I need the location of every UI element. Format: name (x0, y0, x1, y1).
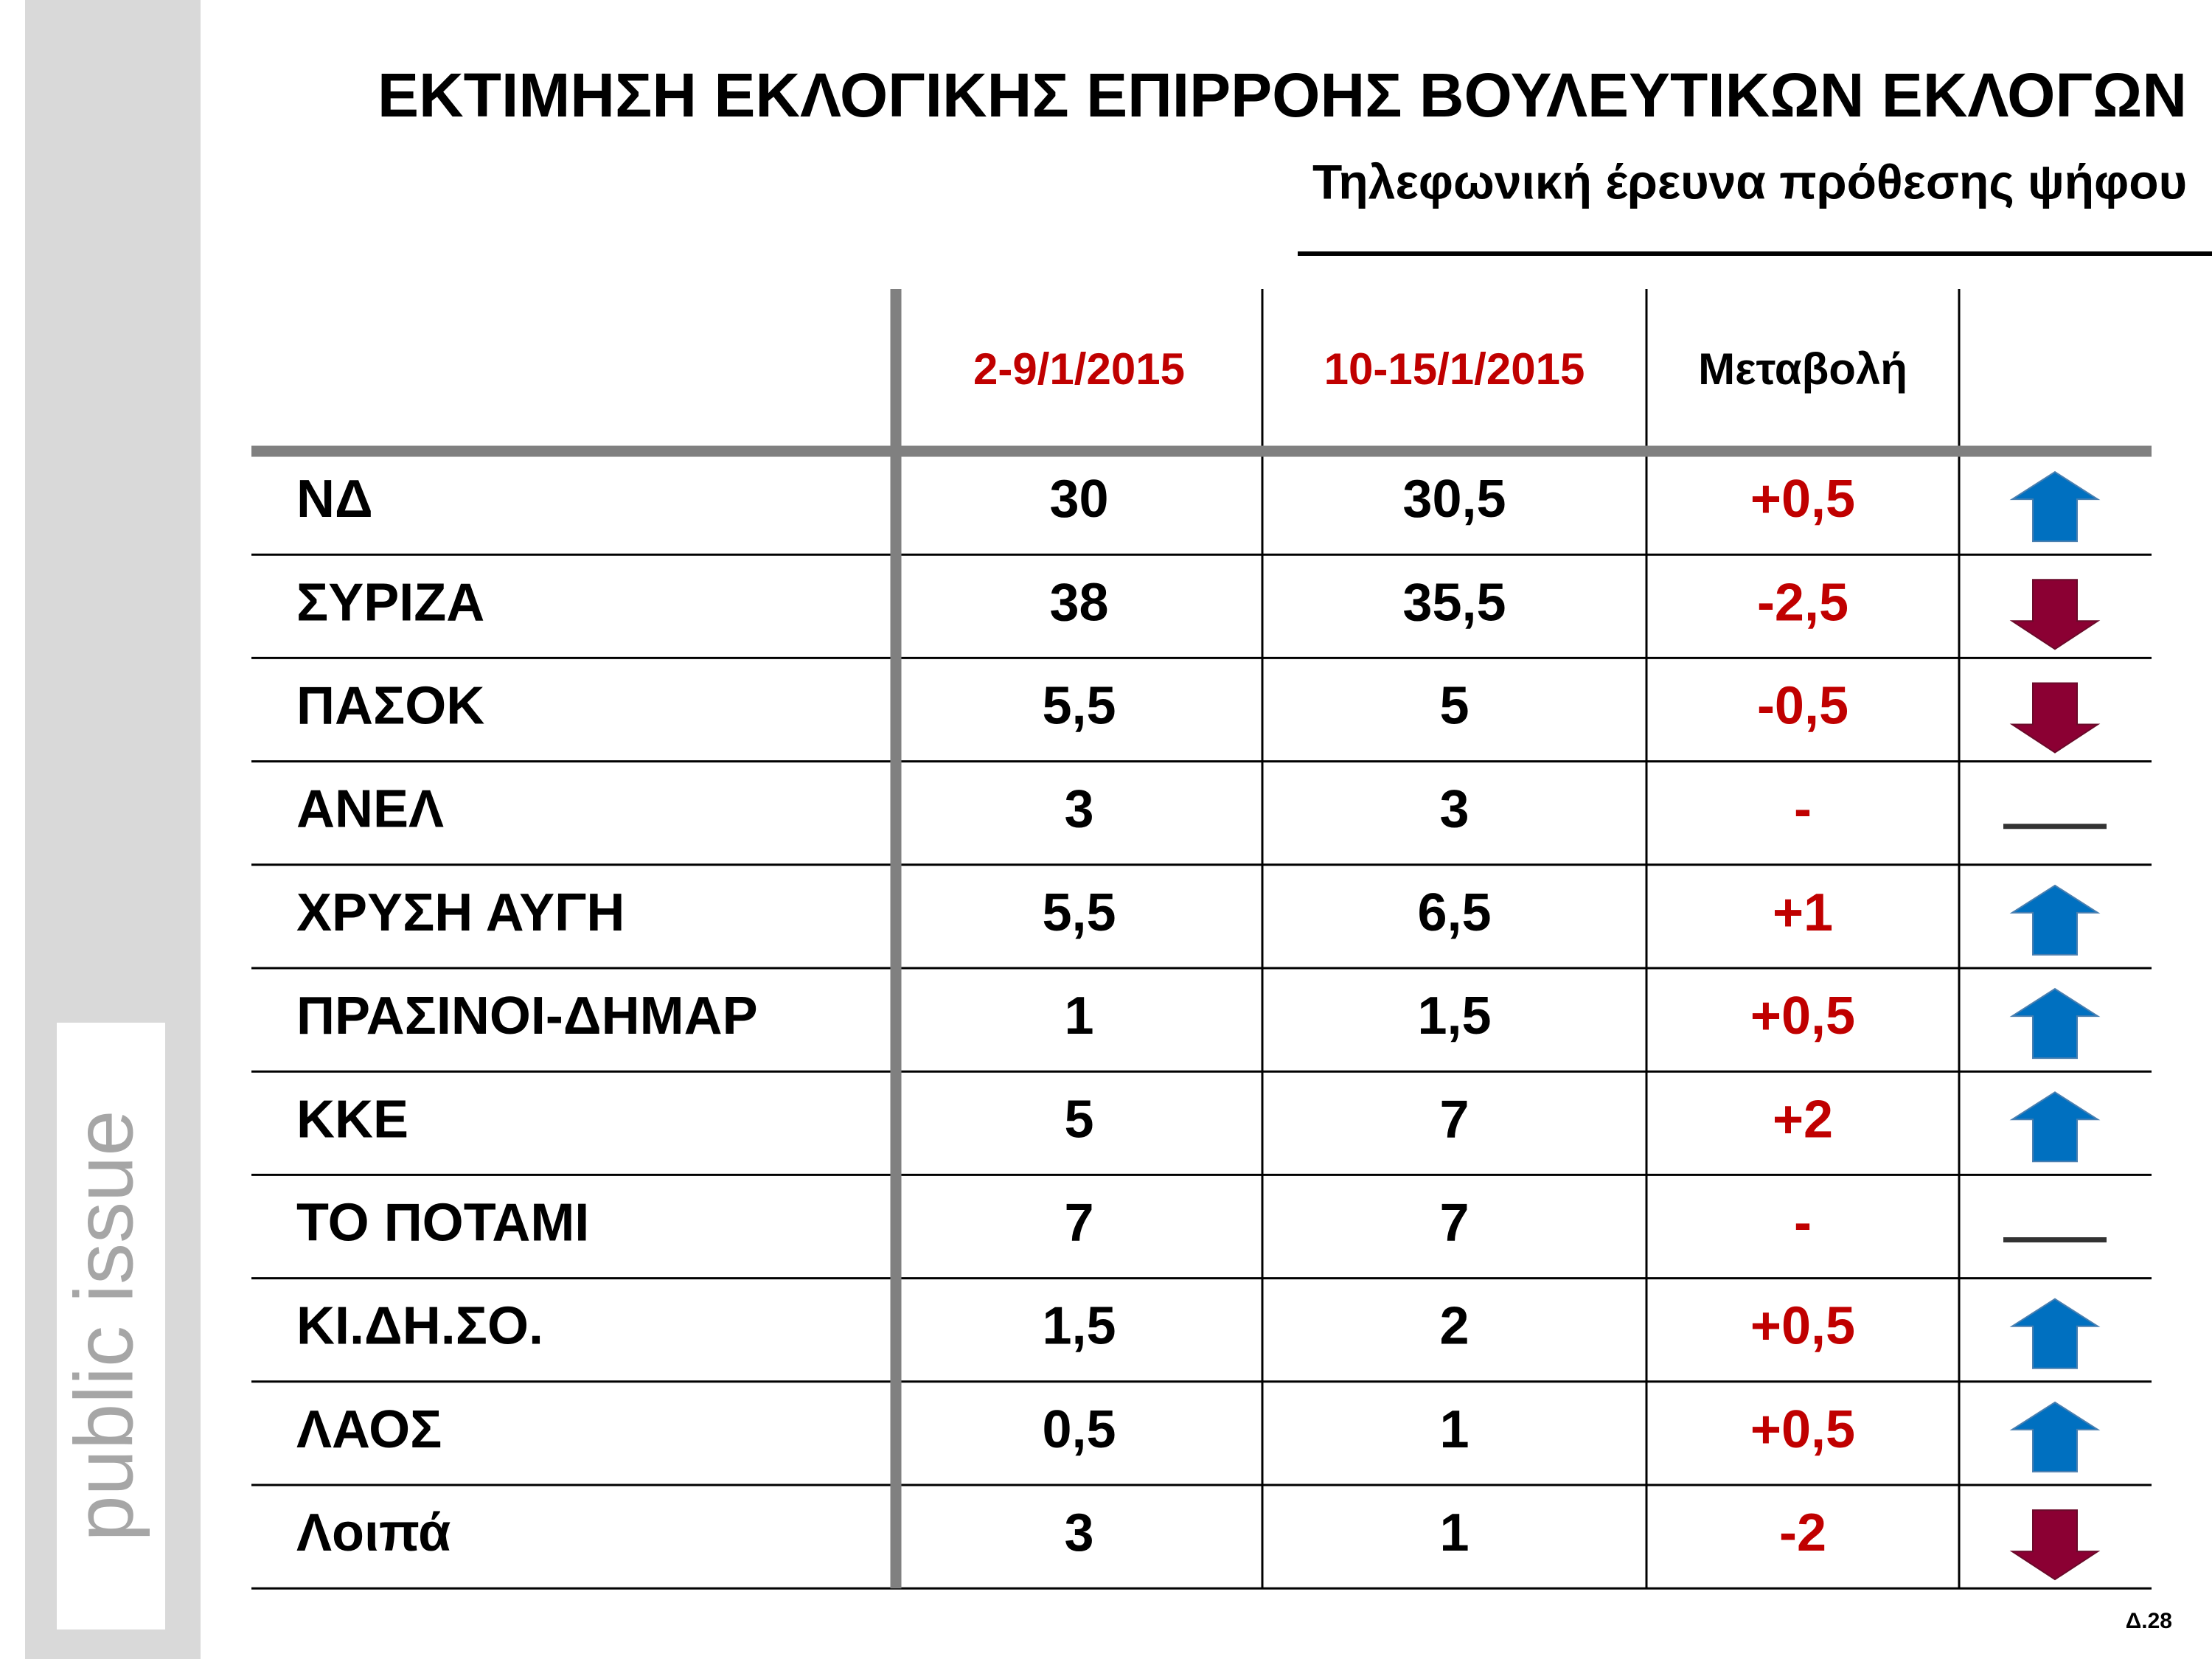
value-cell: 6,5 (1417, 883, 1491, 942)
value-cell: 5 (1439, 677, 1469, 736)
change-cell: - (1794, 780, 1812, 839)
value-cell: 2 (1439, 1297, 1469, 1356)
change-cell: -2,5 (1757, 573, 1848, 632)
change-cell: - (1794, 1194, 1812, 1253)
value-cell: 7 (1064, 1194, 1093, 1253)
subtitle: Τηλεφωνική έρευνα πρόθεσης ψήφου (1312, 154, 2187, 209)
party-name: ΠΡΑΣΙΝΟΙ-ΔΗΜΑΡ (296, 987, 758, 1046)
value-cell: 7 (1439, 1194, 1469, 1253)
arrow-down (2009, 682, 2101, 754)
value-cell: 7 (1439, 1090, 1469, 1149)
change-cell: -2 (1779, 1503, 1826, 1562)
value-cell: 5 (1064, 1090, 1093, 1149)
change-cell: +2 (1773, 1090, 1833, 1149)
change-cell: +1 (1773, 883, 1833, 942)
arrow-up (2009, 1298, 2101, 1369)
value-cell: 0,5 (1042, 1400, 1116, 1459)
party-name: Λοιπά (296, 1503, 451, 1562)
value-cell: 1,5 (1417, 987, 1491, 1046)
column-header: 2-9/1/2015 (973, 344, 1185, 394)
value-cell: 35,5 (1402, 573, 1506, 632)
value-cell: 5,5 (1042, 883, 1116, 942)
change-cell: +0,5 (1750, 1400, 1855, 1459)
value-cell: 1,5 (1042, 1297, 1116, 1356)
arrow-up (2009, 1401, 2101, 1472)
change-cell: +0,5 (1750, 987, 1855, 1046)
logo: public issue (58, 1110, 150, 1541)
change-cell: +0,5 (1750, 1297, 1855, 1356)
change-cell: -0,5 (1757, 677, 1848, 736)
value-cell: 1 (1439, 1503, 1469, 1562)
value-cell: 3 (1064, 780, 1093, 839)
logo-box (57, 1023, 165, 1630)
value-cell: 1 (1439, 1400, 1469, 1459)
party-name: ΣΥΡΙΖΑ (296, 573, 484, 632)
party-name: ΚΚΕ (296, 1090, 408, 1149)
party-name: ΑΝΕΛ (296, 780, 444, 839)
footer: Δ.28 (2126, 1609, 2172, 1633)
arrow-down (2009, 579, 2101, 650)
arrow-up (2009, 884, 2101, 956)
party-name: ΤΟ ΠΟΤΑΜΙ (296, 1194, 589, 1253)
value-cell: 30 (1049, 470, 1108, 529)
party-name: ΝΔ (296, 470, 373, 529)
value-cell: 3 (1439, 780, 1469, 839)
value-cell: 3 (1064, 1503, 1093, 1562)
arrow-down (2009, 1509, 2101, 1581)
value-cell: 5,5 (1042, 677, 1116, 736)
title: ΕΚΤΙΜΗΣΗ ΕΚΛΟΓΙΚΗΣ ΕΠΙΡΡΟΗΣ ΒΟΥΛΕΥΤΙΚΩΝ … (378, 60, 2187, 130)
arrow-up (2009, 987, 2101, 1060)
arrow-up (2009, 470, 2101, 543)
party-name: ΛΑΟΣ (296, 1400, 442, 1459)
column-header: 10-15/1/2015 (1324, 344, 1585, 394)
value-cell: 30,5 (1402, 470, 1506, 529)
column-header: Μεταβολή (1698, 344, 1907, 394)
value-cell: 1 (1064, 987, 1093, 1046)
change-cell: +0,5 (1750, 470, 1855, 529)
party-name: ΧΡΥΣΗ ΑΥΓΗ (296, 883, 625, 942)
arrow-up (2009, 1091, 2101, 1163)
party-name: ΚΙ.ΔΗ.ΣΟ. (296, 1297, 543, 1356)
party-name: ΠΑΣΟΚ (296, 677, 484, 736)
value-cell: 38 (1049, 573, 1108, 632)
